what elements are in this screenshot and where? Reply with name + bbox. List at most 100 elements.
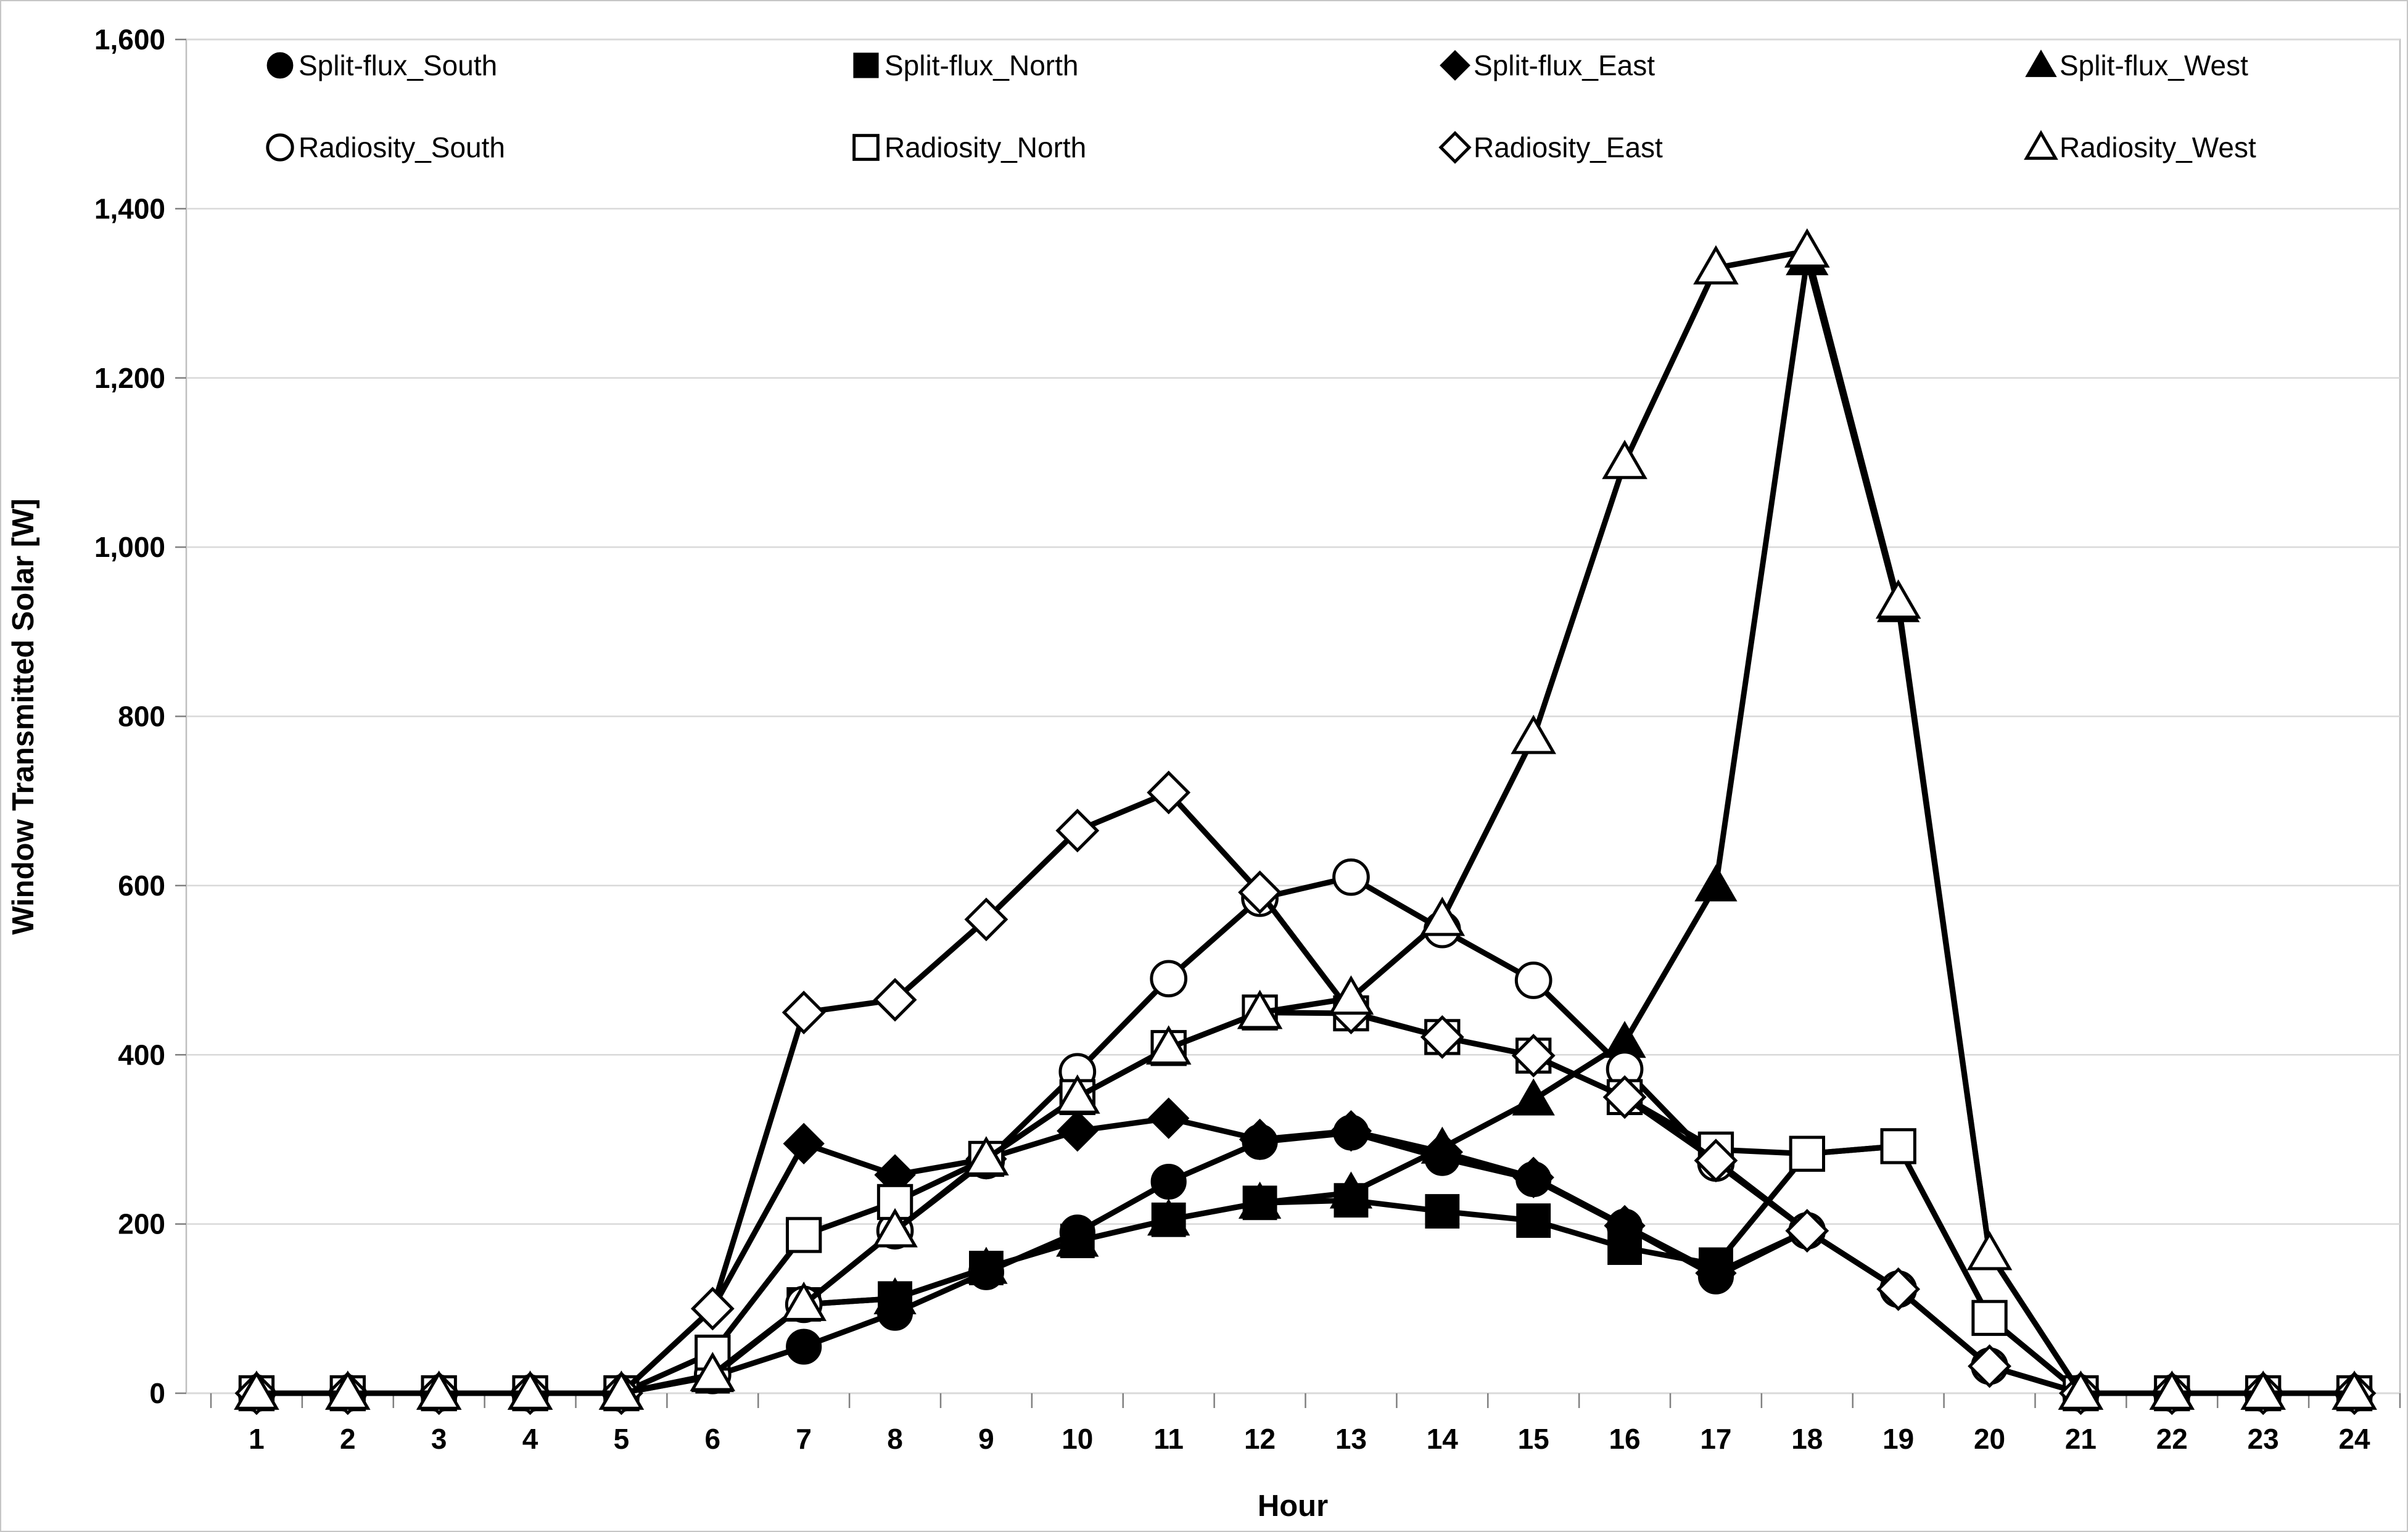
series-Split-flux_West-marker-h13 [1329,1171,1373,1209]
series-Radiosity_West-marker-h6 [690,1351,736,1391]
y-tick-label-1,400: 1,400 [94,192,165,224]
series-Radiosity_West-marker-h4 [507,1370,553,1410]
y-tick-label-1,000: 1,000 [94,531,165,563]
series-Radiosity_East-marker-h19 [1876,1267,1921,1311]
x-tick-label-6: 6 [705,1423,721,1455]
series-Split-flux_North-marker-h15 [1516,1203,1551,1238]
series-Radiosity_West-marker-h10 [1055,1074,1100,1114]
x-tick-label-15: 15 [1518,1423,1549,1455]
series-Radiosity_West-marker-h19 [1875,579,1921,619]
series-Radiosity_West-marker-h12 [1237,989,1283,1029]
legend-marker-Split-flux_East [1440,50,1470,81]
y-axis-title: Window Transmitted Solar [W] [7,498,40,934]
x-tick-label-22: 22 [2156,1423,2188,1455]
x-tick-label-17: 17 [1700,1423,1731,1455]
series-Radiosity_East-marker-h20 [1968,1344,2011,1388]
series-Radiosity_East [234,770,2377,1415]
series-Radiosity_West-marker-h13 [1328,975,1374,1015]
legend-item-Split-flux_North: Split-flux_North [853,49,1078,81]
series-Radiosity_West-marker-h2 [325,1370,371,1410]
x-tick-label-4: 4 [522,1423,538,1455]
legend-label-Split-flux_South: Split-flux_South [299,49,497,81]
legend: Split-flux_South Split-flux_North Split-fl… [266,49,2256,164]
series-Split-flux_West-marker-h10 [1056,1219,1099,1257]
x-tick-label-24: 24 [2338,1423,2370,1455]
legend-item-Split-flux_South: Split-flux_South [266,49,497,81]
series-Split-flux_West-marker-h8 [873,1277,917,1314]
x-tick-label-3: 3 [431,1423,447,1455]
series-Radiosity_East-marker-h17 [1694,1139,1738,1183]
x-tick-label-23: 23 [2248,1423,2279,1455]
y-tick-label-800: 800 [118,701,165,733]
series-Radiosity_East-marker-h9 [964,897,1008,942]
y-tick-label-1,600: 1,600 [94,23,165,56]
x-tick-label-9: 9 [978,1423,994,1455]
series-Radiosity_West-marker-h8 [872,1208,918,1248]
series-Radiosity_East-marker-h14 [1420,1015,1464,1059]
series-Split-flux_East-marker-h15 [1512,1156,1554,1198]
y-axis-labels: 0 200 400 600 800 1,000 1,200 1,400 1,600 [94,23,165,1409]
x-tick-label-21: 21 [2065,1423,2097,1455]
legend-label-Radiosity_West: Radiosity_West [2060,131,2256,163]
x-tick-label-11: 11 [1153,1423,1184,1455]
series-Split-flux_West-marker-h14 [1420,1126,1464,1164]
series-Radiosity_West-marker-h9 [963,1136,1009,1176]
legend-label-Radiosity_East: Radiosity_East [1474,131,1663,163]
x-tick-label-19: 19 [1882,1423,1914,1455]
series-Radiosity_East-marker-h12 [1238,870,1282,915]
legend-label-Radiosity_South: Radiosity_South [299,131,505,163]
x-tick-label-10: 10 [1062,1423,1093,1455]
legend-marker-Split-flux_South [266,52,294,79]
series-Split-flux_South-marker-h11 [1150,1163,1187,1200]
series-Radiosity_East-marker-h18 [1785,1209,1829,1253]
series-Split-flux_East-marker-h17 [1695,1252,1737,1294]
series-Radiosity_East-marker-h8 [873,978,917,1022]
series-Radiosity_West-line [256,248,2355,1396]
series-Radiosity_South-marker-h13 [1332,858,1370,896]
legend-marker-Split-flux_West [2025,49,2057,77]
legend-item-Split-flux_East: Split-flux_East [1440,49,1655,81]
y-tick-label-200: 200 [118,1208,165,1240]
series-Split-flux_South-line [256,1129,2355,1396]
series-Split-flux_West-marker-h17 [1694,864,1738,902]
series-Radiosity_North-marker-h19 [1880,1128,1916,1164]
series-Radiosity_West-marker-h16 [1602,440,1647,479]
series-Split-flux_West-marker-h9 [965,1246,1008,1284]
series-Radiosity_West-marker-h15 [1511,714,1556,754]
x-tick-label-12: 12 [1244,1423,1276,1455]
legend-label-Radiosity_North: Radiosity_North [884,131,1086,163]
series-Radiosity_East-marker-h16 [1602,1075,1647,1119]
series-Radiosity_South-marker-h15 [1514,962,1552,999]
series-Split-flux_West-marker-h15 [1512,1078,1555,1116]
series-Radiosity_West-marker-h7 [781,1282,827,1321]
legend-item-Radiosity_South: Radiosity_South [266,131,505,163]
legend-item-Radiosity_West: Radiosity_West [2024,130,2256,163]
y-tick-label-0: 0 [149,1377,165,1409]
x-tick-label-7: 7 [796,1423,812,1455]
series-Radiosity_North-marker-h18 [1789,1135,1825,1172]
x-tick-label-16: 16 [1609,1423,1640,1455]
x-tick-label-2: 2 [340,1423,356,1455]
x-tick-label-8: 8 [887,1423,903,1455]
series-Split-flux_West-marker-h12 [1238,1181,1282,1219]
series-Radiosity_East-line [256,789,2355,1396]
legend-marker-Radiosity_South [266,133,294,162]
legend-label-Split-flux_East: Split-flux_East [1474,49,1655,81]
series-Split-flux_North-marker-h14 [1425,1194,1460,1229]
y-tick-label-400: 400 [118,1039,165,1071]
plot-area [175,38,2401,1408]
legend-item-Radiosity_North: Radiosity_North [852,131,1086,163]
legend-marker-Split-flux_North [853,52,879,78]
series-Radiosity_North-marker-h7 [786,1217,822,1253]
series-Radiosity_West-marker-h23 [2240,1370,2286,1410]
series-Split-flux_East-marker-h12 [1239,1118,1281,1161]
series-Radiosity_West-marker-h20 [1966,1230,2013,1270]
legend-label-Split-flux_North: Split-flux_North [884,49,1078,81]
series-Split-flux_West-marker-h11 [1147,1198,1190,1236]
x-tick-label-18: 18 [1791,1423,1823,1455]
legend-marker-Radiosity_West [2024,130,2058,160]
y-tick-label-600: 600 [118,870,165,902]
series-Radiosity_West-marker-h14 [1419,896,1466,936]
series-Split-flux_South-marker-h7 [786,1328,822,1365]
